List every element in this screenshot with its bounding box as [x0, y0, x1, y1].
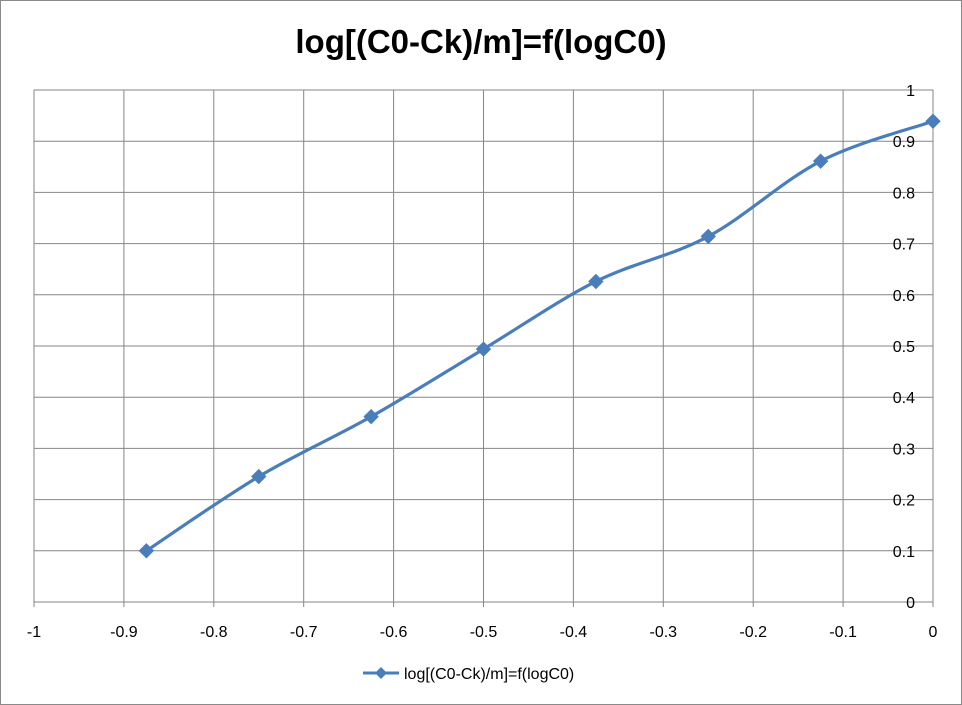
x-tick-label: -0.4 [560, 624, 588, 641]
y-tick-label: 0.7 [893, 237, 915, 254]
x-tick-labels: -1 -0.9 -0.8 -0.7 -0.6 -0.5 -0.4 -0.3 -0.2 -0.1 0 [27, 624, 938, 641]
x-tick-label: -0.3 [650, 624, 678, 641]
y-tick-label: 0.9 [893, 134, 915, 151]
data-point-marker [700, 228, 716, 245]
y-tick-label: 0 [906, 595, 915, 612]
chart-title: log[(C0-Ck)/m]=f(logC0) [295, 23, 666, 60]
legend: log[(C0-Ck)/m]=f(logC0) [363, 666, 574, 683]
y-tick-label: 0.4 [893, 390, 915, 407]
x-tick-label: -0.5 [470, 624, 498, 641]
data-point-marker [363, 408, 379, 425]
y-tick-label: 0.6 [893, 288, 915, 305]
y-tick-label: 0.2 [893, 493, 915, 510]
axes [33, 602, 934, 607]
data-point-marker [475, 341, 492, 357]
x-tick-label: -1 [27, 624, 41, 641]
data-point-marker [251, 468, 267, 485]
x-tick-label: -0.9 [110, 624, 138, 641]
legend-diamond-marker [375, 667, 387, 679]
y-tick-label: 0.1 [893, 544, 915, 561]
y-tick-label: 1 [906, 83, 915, 100]
legend-label: log[(C0-Ck)/m]=f(logC0) [404, 666, 574, 683]
y-tick-label: 0.3 [893, 441, 915, 458]
series-line [145, 119, 934, 553]
data-point-marker [138, 543, 155, 559]
series [138, 113, 941, 559]
data-point-marker [588, 273, 604, 290]
y-tick-label: 0.8 [893, 185, 915, 202]
grid [33, 89, 934, 603]
x-tick-label: -0.1 [829, 624, 857, 641]
y-tick-label: 0.5 [893, 339, 915, 356]
x-tick-label: 0 [929, 624, 938, 641]
x-tick-label: -0.7 [290, 624, 318, 641]
y-tick-labels: 0 0.1 0.2 0.3 0.4 0.5 0.6 0.7 0.8 0.9 1 [893, 83, 915, 612]
data-point-marker [925, 113, 941, 129]
x-tick-label: -0.2 [739, 624, 767, 641]
x-tick-label: -0.8 [200, 624, 228, 641]
data-point-marker [812, 153, 829, 169]
x-tick-label: -0.6 [380, 624, 408, 641]
